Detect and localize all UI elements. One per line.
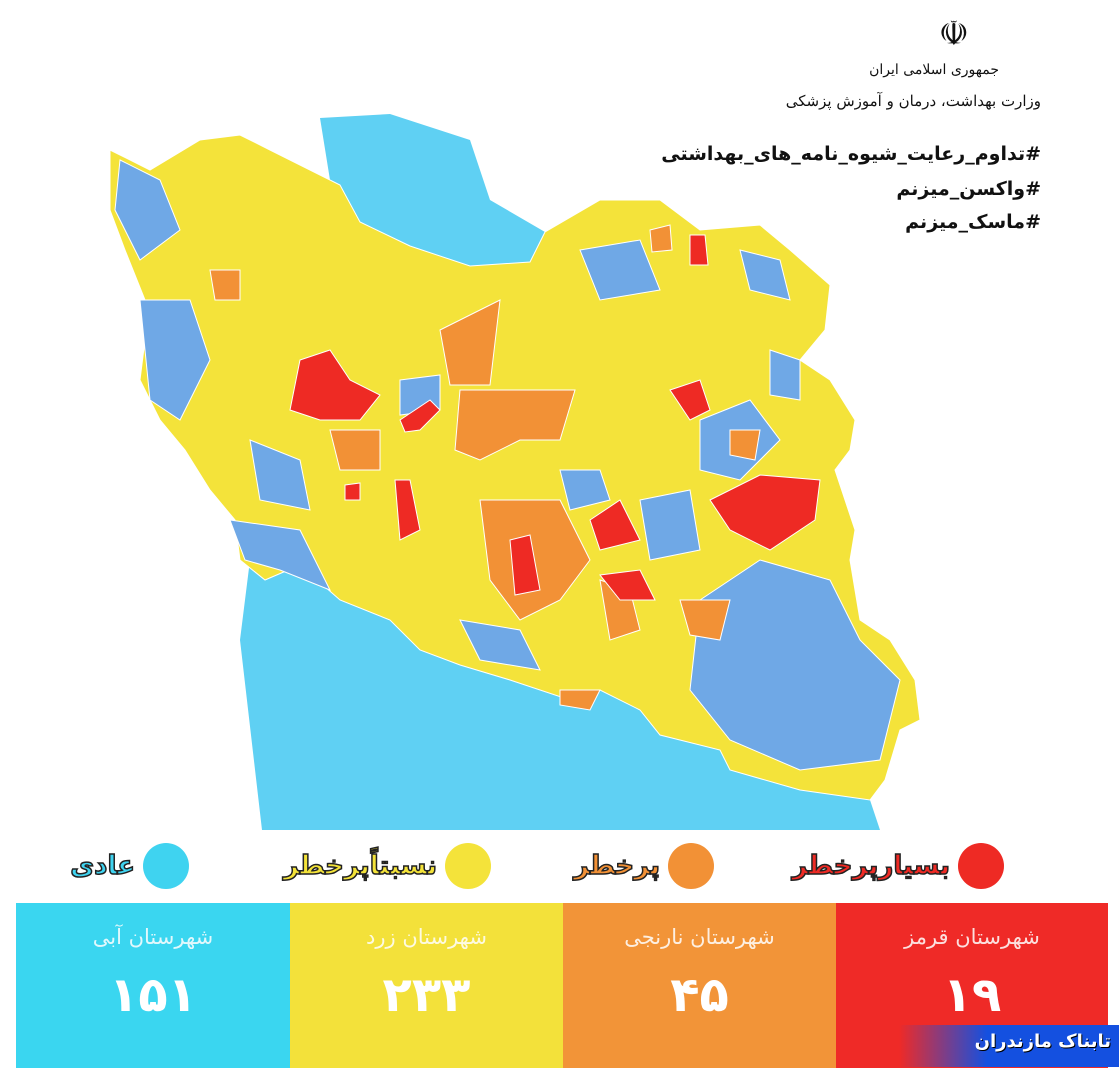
- ministry-name: وزارت بهداشت، درمان و آموزش پزشکی: [785, 92, 1041, 110]
- watermark-text: تابناک مازندران: [974, 1031, 1111, 1052]
- panel-count: ۲۳۳: [382, 967, 471, 1023]
- legend-dot-red: [958, 843, 1004, 889]
- hashtag: #ماسک_میزنم: [905, 211, 1041, 233]
- legend-item-normal: عادی: [70, 843, 189, 889]
- caspian-sea: [320, 114, 545, 266]
- legend-label: بسیارپرخطر: [792, 850, 951, 882]
- iran-emblem-icon: ☫: [938, 14, 969, 54]
- panel-yellow-counties: شهرستان زرد ۲۳۳: [290, 903, 563, 1068]
- persian-gulf: [240, 560, 880, 830]
- legend-dot-blue: [143, 843, 189, 889]
- blue-regions: [114, 159, 901, 771]
- panel-count: ۱۵۱: [109, 967, 197, 1023]
- legend-item-very-high-risk: بسیارپرخطر: [792, 843, 1004, 889]
- legend-dot-yellow: [445, 843, 491, 889]
- red-regions: [289, 234, 821, 601]
- legend-label: نسبتاًپرخطر: [283, 850, 438, 882]
- panel-blue-counties: شهرستان آبی ۱۵۱: [16, 903, 290, 1068]
- legend-label: عادی: [70, 850, 136, 882]
- panel-title: شهرستان نارنجی: [624, 925, 775, 949]
- legend-label: پرخطر: [573, 850, 661, 882]
- panel-orange-counties: شهرستان نارنجی ۴۵: [563, 903, 836, 1068]
- legend-dot-orange: [668, 843, 714, 889]
- panel-title: شهرستان زرد: [366, 925, 487, 949]
- panel-count: ۱۹: [942, 967, 1002, 1023]
- hashtag: #تداوم_رعایت_شیوه_نامه_های_بهداشتی: [661, 143, 1041, 165]
- panel-title: شهرستان آبی: [92, 925, 214, 949]
- panel-title: شهرستان قرمز: [904, 925, 1040, 949]
- legend-item-moderate-risk: نسبتاًپرخطر: [283, 843, 491, 889]
- government-name: جمهوری اسلامی ایران: [869, 62, 999, 78]
- watermark-logo: تابناک مازندران: [899, 1025, 1119, 1067]
- panel-count: ۴۵: [670, 967, 729, 1023]
- hashtag: #واکسن_میزنم: [896, 178, 1041, 200]
- iran-risk-map: [109, 114, 921, 830]
- legend-item-high-risk: پرخطر: [573, 843, 714, 889]
